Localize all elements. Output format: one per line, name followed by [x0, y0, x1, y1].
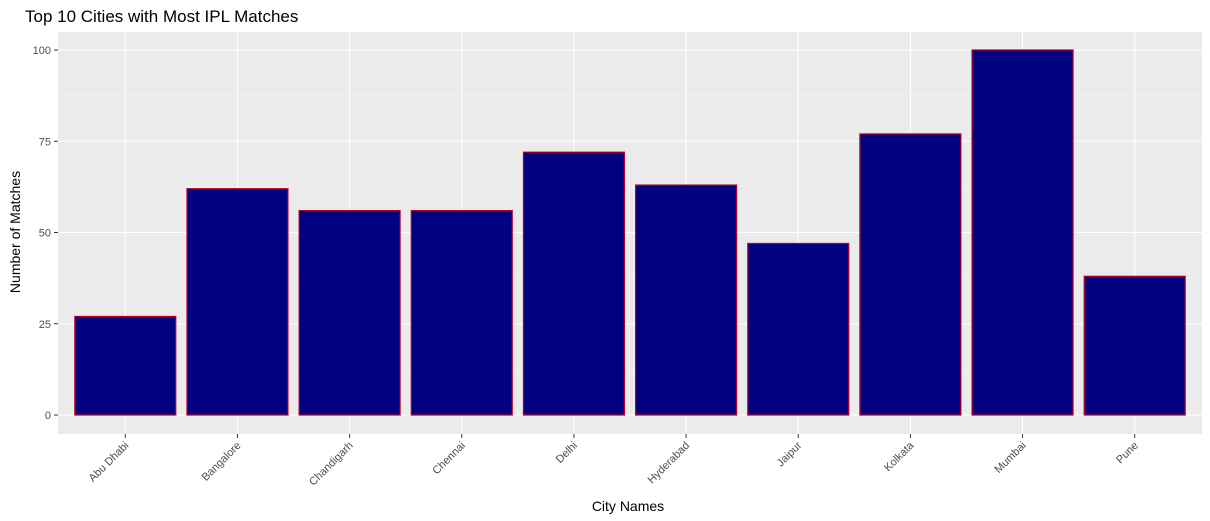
x-tick-label: Kolkata — [882, 439, 917, 474]
y-tick-label: 75 — [39, 136, 51, 148]
x-tick-label: Jaipur — [775, 439, 805, 469]
y-axis-ticks: 0 25 50 75 100 — [33, 45, 58, 422]
bar-kolkata — [859, 133, 962, 416]
bar-jaipur — [747, 242, 850, 416]
chart-title: Top 10 Cities with Most IPL Matches — [25, 7, 298, 26]
x-tick-label: Delhi — [554, 440, 580, 466]
bar-chandigarh — [298, 210, 401, 416]
x-axis-ticks: Abu Dhabi Bangalore Chandigarh Chennai Delhi… — [87, 434, 1141, 488]
y-tick-label: 100 — [33, 45, 51, 57]
x-tick-label: Mumbai — [993, 440, 1029, 476]
y-axis-title: Number of Matches — [7, 171, 23, 293]
x-tick-label: Chennai — [430, 440, 467, 477]
y-tick-label: 50 — [39, 228, 51, 240]
bar-delhi — [522, 151, 625, 416]
x-tick-label: Bangalore — [200, 440, 244, 484]
bar-bangalore — [186, 188, 289, 416]
x-tick-label: Abu Dhabi — [87, 440, 132, 485]
bar-chennai — [410, 210, 513, 416]
x-tick-label: Chandigarh — [307, 440, 356, 489]
x-tick-label: Hyderabad — [646, 440, 693, 487]
x-axis-title: City Names — [592, 498, 664, 514]
y-tick-label: 0 — [45, 410, 51, 422]
bars — [74, 49, 1186, 416]
bar-abu-dhabi — [74, 315, 177, 416]
bar-hyderabad — [635, 184, 738, 416]
y-tick-label: 25 — [39, 319, 51, 331]
bar-pune — [1083, 275, 1186, 416]
x-tick-label: Pune — [1114, 440, 1141, 467]
bar-mumbai — [971, 49, 1074, 416]
